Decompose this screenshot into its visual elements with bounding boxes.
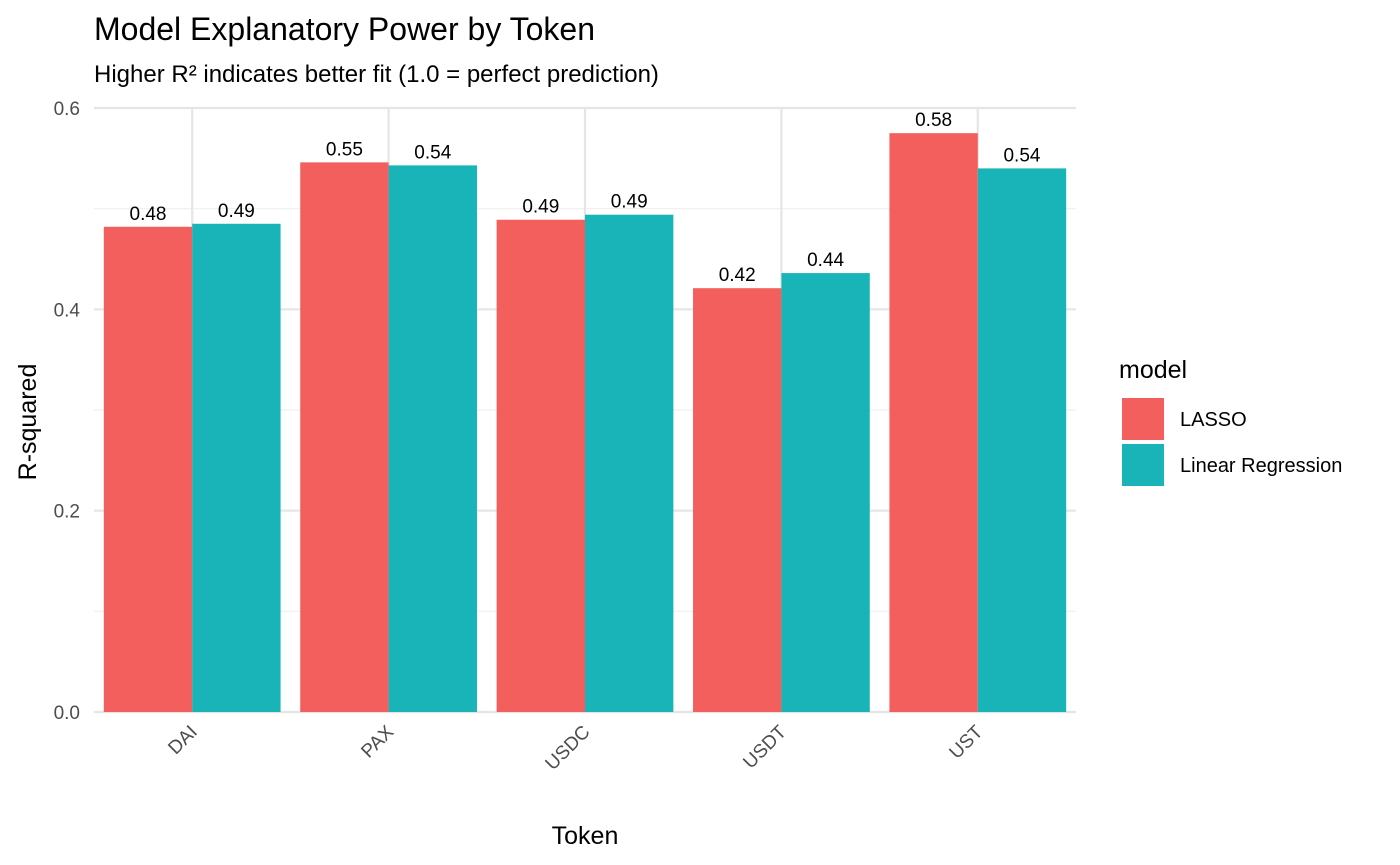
chart-title: Model Explanatory Power by Token xyxy=(94,11,595,47)
legend: model LASSO Linear Regression xyxy=(1119,356,1342,486)
bar-lasso-usdc xyxy=(496,219,585,713)
bar-linear-regression-dai xyxy=(192,223,281,712)
y-axis-title: R-squared xyxy=(14,364,42,481)
bar-value-label: 0.49 xyxy=(522,197,559,218)
y-axis-ticks: 0.0 0.2 0.4 0.6 xyxy=(54,99,81,724)
x-tick-label: UST xyxy=(946,721,988,763)
legend-swatch xyxy=(1122,398,1164,440)
bar-lasso-usdt xyxy=(693,288,782,712)
bar-value-label: 0.49 xyxy=(611,192,648,213)
bar-value-label: 0.54 xyxy=(414,142,451,163)
bar-linear-regression-pax xyxy=(388,165,477,712)
x-tick-label: USDC xyxy=(542,722,595,775)
y-tick-label: 0.4 xyxy=(54,300,81,321)
bar-lasso-ust xyxy=(889,133,978,712)
x-tick-label: DAI xyxy=(164,722,201,759)
y-tick-label: 0.0 xyxy=(54,703,80,724)
bar-labels: 0.48 0.49 0.55 0.54 0.49 0.49 0.42 0.44 0.58 0.54 xyxy=(130,110,1041,286)
bar-linear-regression-ust xyxy=(977,168,1067,712)
bar-value-label: 0.58 xyxy=(915,110,952,131)
legend-swatch xyxy=(1122,444,1164,486)
legend-title: model xyxy=(1119,356,1187,384)
legend-label: LASSO xyxy=(1180,409,1247,431)
bar-linear-regression-usdt xyxy=(781,273,870,712)
bar-value-label: 0.48 xyxy=(130,204,167,225)
y-tick-label: 0.6 xyxy=(54,99,80,120)
legend-label: Linear Regression xyxy=(1180,455,1342,477)
bar-value-label: 0.54 xyxy=(1003,145,1040,166)
x-tick-label: USDT xyxy=(740,721,792,773)
y-tick-label: 0.2 xyxy=(54,502,80,523)
bars xyxy=(103,133,1067,713)
bar-value-label: 0.49 xyxy=(218,201,255,222)
bar-lasso-pax xyxy=(300,162,389,713)
legend-items: LASSO Linear Regression xyxy=(1122,398,1342,486)
x-axis-ticks: DAI PAX USDC USDT UST xyxy=(164,721,987,774)
bar-linear-regression-usdc xyxy=(585,214,674,712)
bar-value-label: 0.44 xyxy=(807,250,844,271)
bar-value-label: 0.55 xyxy=(326,139,363,160)
bar-lasso-dai xyxy=(103,226,193,712)
chart-subtitle: Higher R² indicates better fit (1.0 = pe… xyxy=(94,61,659,88)
x-axis-title: Token xyxy=(552,822,619,850)
x-tick-label: PAX xyxy=(357,721,398,762)
bar-value-label: 0.42 xyxy=(719,265,756,286)
